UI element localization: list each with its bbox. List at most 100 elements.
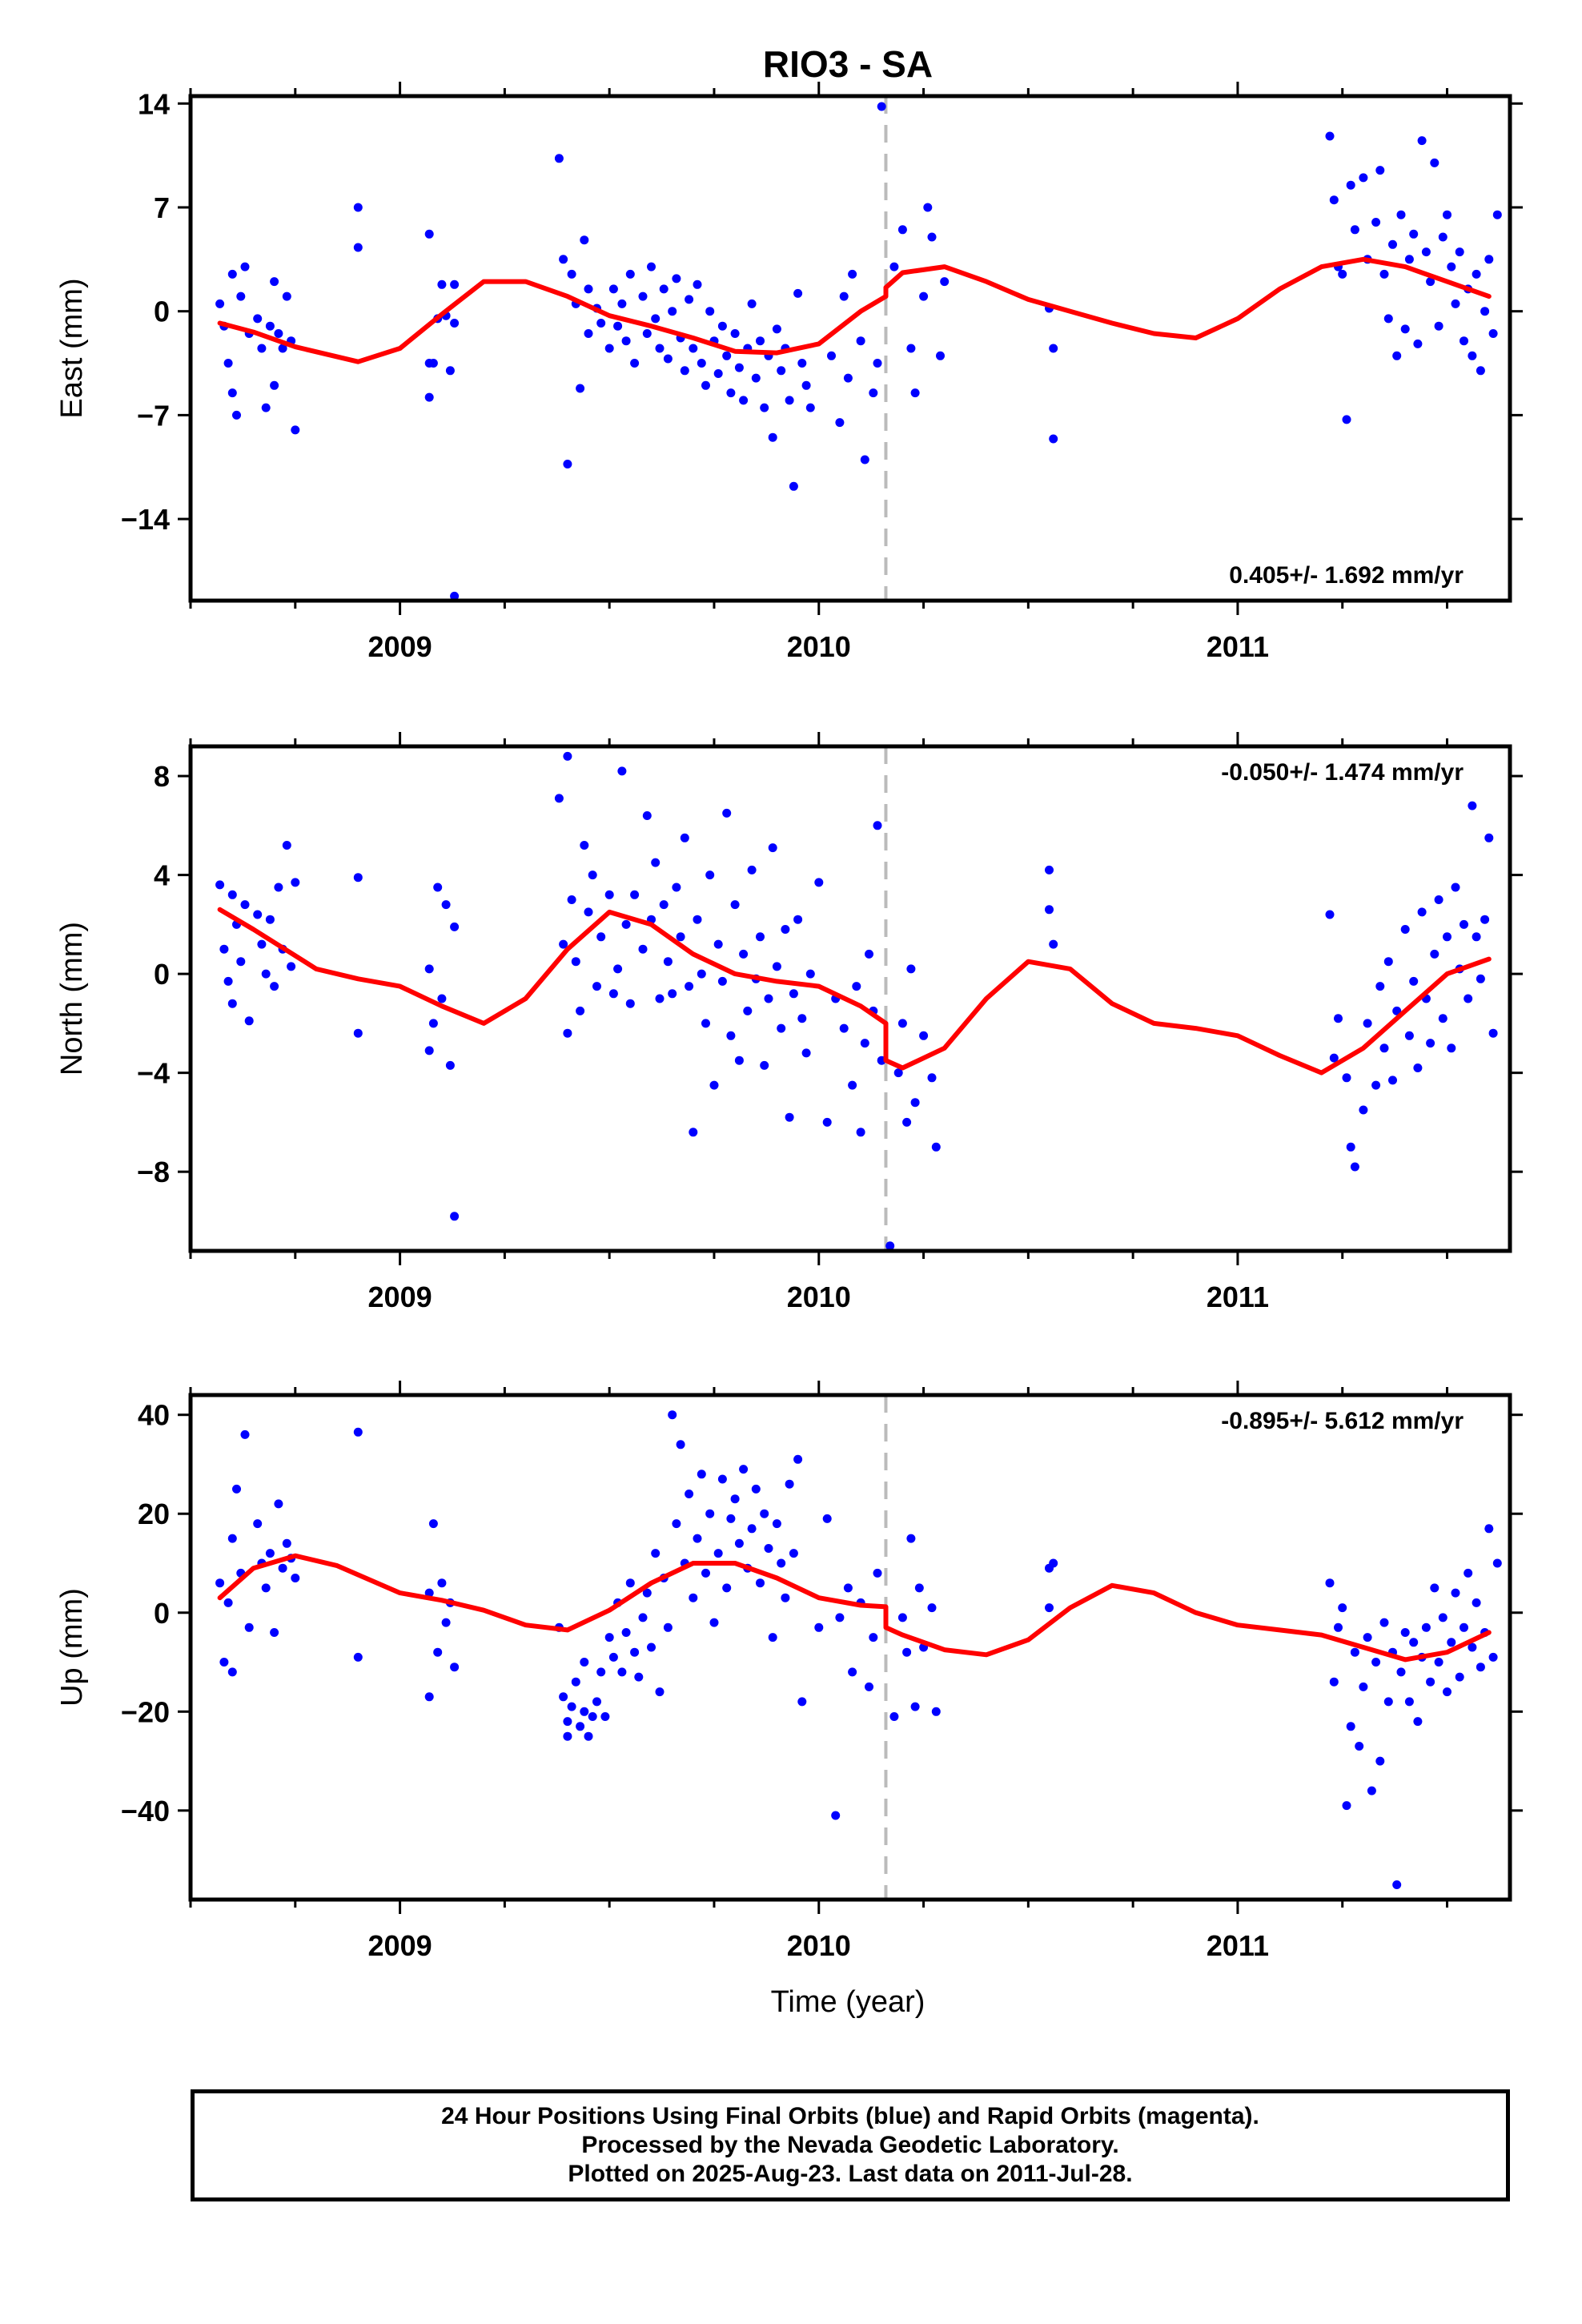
up-data-point [910, 1702, 920, 1711]
north-data-point [822, 1117, 832, 1127]
up-data-point [353, 1427, 363, 1437]
up-data-point [1447, 1638, 1456, 1647]
north-data-point [730, 900, 740, 910]
up-data-point [1404, 1697, 1414, 1707]
east-data-point [906, 344, 916, 353]
north-data-point [931, 1142, 941, 1152]
up-data-point [563, 1717, 572, 1727]
east-data-point [856, 336, 865, 346]
east-data-point [1417, 136, 1427, 146]
up-data-point [1451, 1588, 1460, 1598]
up-y-tick-label: 20 [138, 1498, 170, 1530]
east-data-point [717, 321, 727, 331]
north-data-point [910, 1098, 920, 1108]
east-data-point [450, 591, 460, 601]
up-data-point [777, 1558, 786, 1568]
north-data-point [563, 751, 572, 761]
east-data-point [428, 359, 438, 368]
east-data-point [860, 455, 869, 464]
up-data-point [793, 1454, 803, 1464]
up-data-point [1342, 1801, 1351, 1811]
east-data-point [638, 292, 648, 301]
up-data-point [831, 1811, 841, 1820]
east-data-point [1392, 351, 1402, 360]
up-data-point [642, 1588, 652, 1598]
east-x-tick-label: 2010 [787, 630, 851, 663]
footer-line-1: 24 Hour Positions Using Final Orbits (bl… [441, 2103, 1259, 2129]
up-data-point [1400, 1628, 1410, 1637]
east-data-point [739, 396, 749, 405]
east-data-point [617, 299, 627, 308]
east-data-point [1375, 166, 1385, 175]
east-data-point [1451, 299, 1460, 308]
north-data-point [1488, 1028, 1498, 1038]
north-data-point [428, 1019, 438, 1028]
east-data-point [291, 425, 300, 435]
up-data-point [274, 1499, 283, 1509]
north-data-point [424, 1046, 434, 1055]
north-data-point [772, 962, 781, 971]
east-data-point [265, 321, 275, 331]
east-data-point [1455, 247, 1464, 257]
east-data-point [584, 329, 593, 338]
up-data-point [914, 1583, 924, 1593]
north-data-point [697, 969, 706, 979]
up-data-point [906, 1534, 916, 1543]
north-data-point [223, 976, 233, 986]
east-data-point [768, 432, 777, 442]
up-data-point [751, 1484, 761, 1494]
north-data-point [856, 1128, 865, 1137]
east-data-point [353, 243, 363, 252]
up-data-point [1371, 1658, 1381, 1667]
east-data-point [563, 460, 572, 468]
east-data-point [1338, 269, 1347, 279]
north-data-point [902, 1117, 912, 1127]
north-data-point [1049, 939, 1058, 949]
up-data-point [739, 1465, 749, 1474]
east-data-point [693, 279, 702, 289]
up-data-point [567, 1702, 576, 1711]
east-data-point [772, 324, 781, 334]
up-data-point [608, 1652, 618, 1662]
up-data-point [676, 1440, 685, 1449]
up-data-point [428, 1519, 438, 1529]
up-data-point [693, 1534, 702, 1543]
north-data-point [1430, 949, 1439, 959]
up-data-point [424, 1692, 434, 1702]
north-data-point [1417, 907, 1427, 917]
north-data-point [785, 1112, 794, 1122]
north-data-point [747, 865, 757, 875]
up-data-point [747, 1524, 757, 1534]
east-data-point [793, 288, 803, 298]
up-y-axis-label: Up (mm) [55, 1588, 89, 1707]
north-data-point [1443, 932, 1452, 942]
north-panel: 8 4 0 −4 −8 2009 2010 2011 North (mm) -0.050+/- 1… [55, 732, 1523, 1313]
north-data-point [433, 883, 443, 892]
up-data-point [1484, 1524, 1494, 1534]
north-data-point [743, 1006, 753, 1015]
north-data-point [860, 1039, 869, 1048]
up-data-point [604, 1633, 614, 1642]
east-data-point [1426, 277, 1435, 287]
east-data-point [730, 329, 740, 338]
east-data-point [450, 279, 460, 289]
north-data-point [353, 1028, 363, 1038]
up-data-point [1379, 1618, 1389, 1627]
up-data-point [726, 1514, 736, 1523]
east-data-point [777, 366, 786, 376]
up-data-point [717, 1474, 727, 1484]
north-y-tick-label: −8 [137, 1156, 170, 1188]
up-data-point [865, 1682, 873, 1691]
north-y-tick-label: 8 [154, 760, 170, 793]
north-data-point [1045, 865, 1054, 875]
east-data-point [278, 344, 287, 353]
up-data-point [697, 1470, 706, 1479]
up-y-tick-label: −20 [121, 1695, 170, 1728]
east-data-point [701, 380, 710, 390]
east-y-tick-label: −14 [121, 503, 170, 536]
north-data-point [219, 944, 229, 954]
north-data-point [927, 1073, 937, 1083]
east-data-point [1434, 321, 1443, 331]
north-data-point [450, 922, 460, 931]
north-data-point [253, 910, 263, 919]
